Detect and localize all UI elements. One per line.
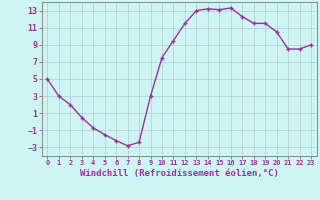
X-axis label: Windchill (Refroidissement éolien,°C): Windchill (Refroidissement éolien,°C) [80, 169, 279, 178]
